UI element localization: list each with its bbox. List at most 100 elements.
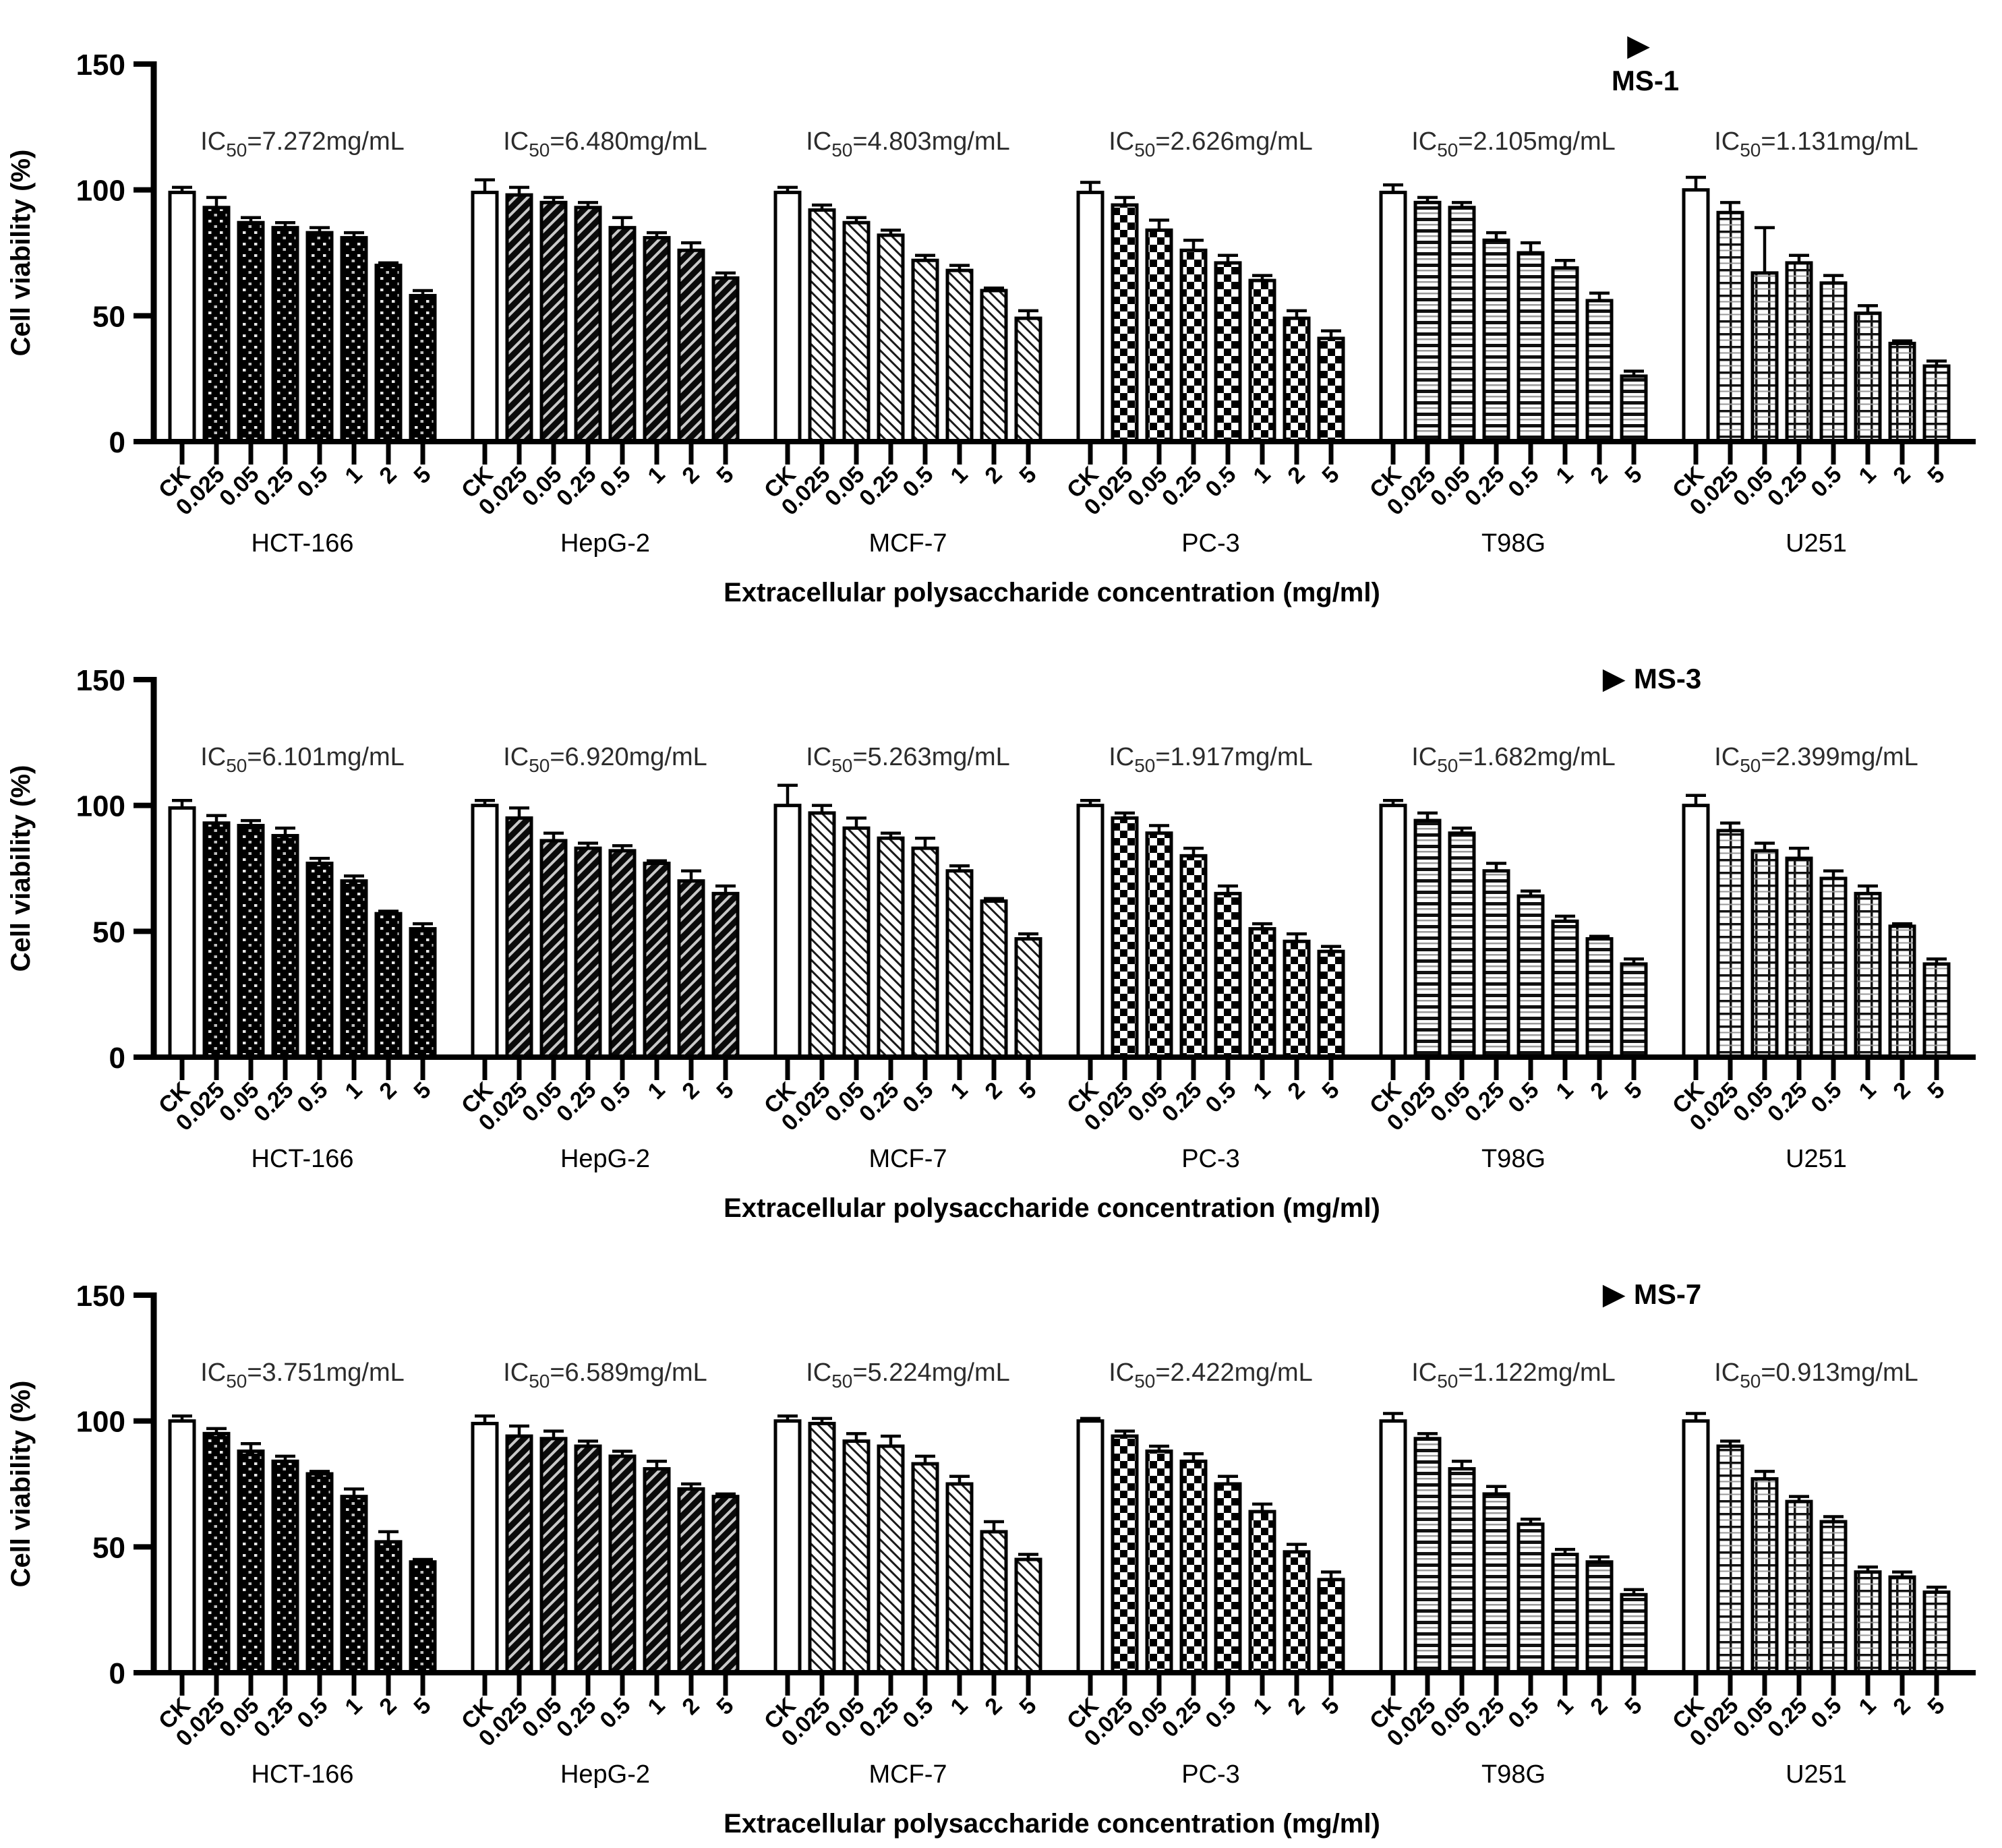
cell-line-label: PC-3 [1181, 529, 1240, 558]
bar [1448, 206, 1476, 444]
x-tick-label: 0.5 [1200, 1077, 1241, 1118]
x-tick-label: 2 [1283, 1693, 1309, 1720]
bar [271, 1459, 299, 1675]
x-tick-label: 0.5 [595, 462, 635, 502]
bar [340, 1495, 368, 1675]
bar [677, 1487, 705, 1675]
x-tick-label: 2 [1585, 462, 1612, 489]
ic50-label: IC50=6.920mg/mL [503, 743, 707, 776]
panel-ms-1: 0 50 100 150 CK 0.025 0.05 0.25 0.5 1 2 5 HCT-166 IC5… [0, 0, 2002, 616]
bar [305, 862, 334, 1059]
bar [1448, 831, 1476, 1059]
cell-line-label: HepG-2 [560, 1760, 650, 1789]
bar [911, 258, 939, 444]
bar-group-PC-3 [1076, 798, 1345, 1059]
bar [409, 1560, 437, 1675]
bar [539, 200, 568, 444]
cell-line-label: HCT-166 [251, 1760, 353, 1789]
bar [1076, 190, 1105, 444]
ic50-label: IC50=2.422mg/mL [1109, 1359, 1313, 1392]
bar [945, 869, 974, 1059]
bar [980, 899, 1008, 1059]
bar [271, 833, 299, 1059]
ic50-label: IC50=1.682mg/mL [1411, 743, 1616, 776]
bar [340, 236, 368, 444]
bar [471, 190, 499, 444]
bar [1620, 374, 1648, 444]
bar [1248, 1510, 1276, 1675]
bar [471, 804, 499, 1059]
x-tick-label: 5 [1014, 1693, 1041, 1720]
x-tick-label: 0.5 [897, 1077, 938, 1118]
x-tick-label: 5 [1014, 1077, 1041, 1104]
x-tick-label: 1 [1551, 462, 1578, 489]
x-tick-label: 0.5 [897, 1693, 938, 1733]
bar [643, 236, 671, 444]
bar [1448, 1467, 1476, 1675]
bar-group-U251 [1682, 175, 1951, 444]
x-tick-label: 0.25 [1763, 1077, 1813, 1127]
bar [1620, 962, 1648, 1059]
ic50-label: IC50=5.224mg/mL [806, 1359, 1010, 1392]
x-tick-label: 0.25 [249, 462, 299, 512]
bar [1585, 1560, 1614, 1675]
cell-line-label: MCF-7 [868, 529, 947, 558]
bar [1819, 876, 1848, 1059]
x-tick-label: 0.25 [552, 1693, 601, 1743]
bar [1111, 816, 1139, 1059]
x-tick-label: 0.25 [1460, 462, 1510, 512]
x-tick-label: 1 [1248, 462, 1275, 489]
x-tick-label: 1 [1551, 1077, 1578, 1104]
bar [1517, 251, 1545, 444]
panel-ms-7: 0 50 100 150 CK 0.025 0.05 0.25 0.5 1 2 5 HCT-166 IC5… [0, 1231, 2002, 1847]
bar-group-MCF-7 [773, 185, 1042, 444]
panel-ms-3: 0 50 100 150 CK 0.025 0.05 0.25 0.5 1 2 5 HCT-166 IC5… [0, 616, 2002, 1231]
x-tick-label: 2 [980, 462, 1007, 489]
ic50-label: IC50=2.399mg/mL [1714, 743, 1918, 776]
bar [168, 1419, 196, 1675]
bar [237, 1449, 265, 1675]
bar [1785, 1499, 1813, 1675]
bar [168, 806, 196, 1059]
bar [574, 206, 602, 444]
cell-line-label: T98G [1481, 1760, 1545, 1789]
bar [842, 1439, 871, 1675]
bar [1888, 924, 1916, 1059]
bar [877, 233, 905, 444]
bar [808, 811, 836, 1059]
y-axis-label: Cell viability (%) [6, 1381, 36, 1588]
axes-layer: 0 50 100 150 [76, 664, 1976, 1080]
bar [1682, 1419, 1710, 1675]
x-tick-label: 1 [1854, 1077, 1881, 1104]
arrow-icon: ▶ [1603, 1278, 1634, 1311]
x-tick-label: 2 [1283, 462, 1309, 489]
arrow-icon: ▶ [1627, 29, 1650, 62]
x-tick-label: 1 [945, 1693, 972, 1720]
bar [505, 816, 533, 1059]
bar [1379, 190, 1407, 444]
x-tick-label: 1 [1854, 1693, 1881, 1720]
bar [1248, 927, 1276, 1059]
bar [643, 862, 671, 1059]
x-tick-label: 0.5 [595, 1693, 635, 1733]
x-tick-label: 2 [1283, 1077, 1309, 1104]
bar [773, 804, 802, 1059]
bar [1482, 869, 1510, 1059]
bar [1620, 1592, 1648, 1675]
bar [1214, 1482, 1242, 1675]
x-tick-label: 0.5 [897, 462, 938, 502]
bar [773, 190, 802, 444]
bar [305, 1472, 334, 1675]
y-tick-label: 100 [76, 790, 125, 823]
bar [1317, 949, 1345, 1059]
axes-layer: 0 50 100 150 [76, 49, 1976, 465]
bar [1585, 937, 1614, 1059]
y-tick-label: 0 [109, 426, 125, 459]
bar-group-T98G [1379, 183, 1648, 444]
bar [608, 849, 637, 1059]
bar [374, 264, 403, 444]
bar-group-HepG-2 [471, 178, 740, 444]
x-tick-label: 0.5 [1503, 462, 1543, 502]
x-tick-label: 5 [1014, 462, 1041, 489]
